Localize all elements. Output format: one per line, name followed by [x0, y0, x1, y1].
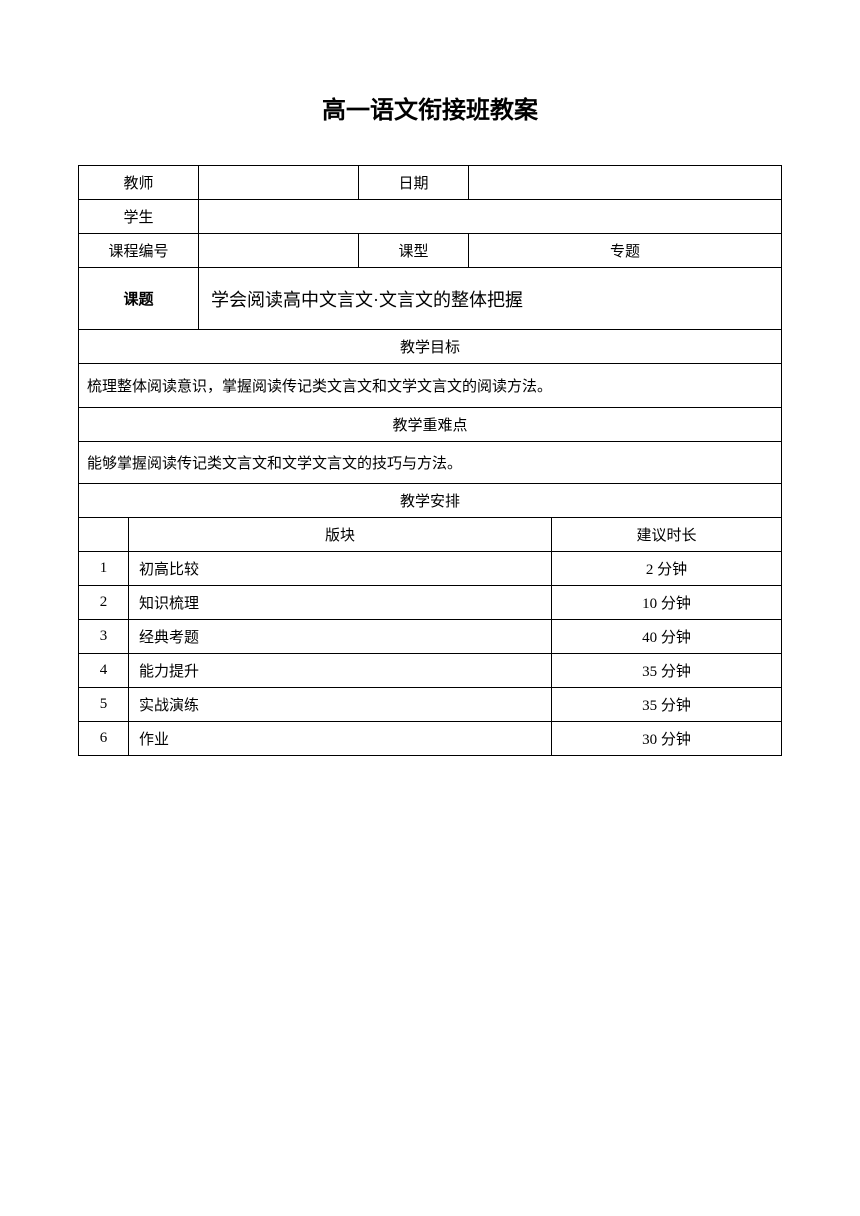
- row-difficulties-body: 能够掌握阅读传记类文言文和文学文言文的技巧与方法。: [79, 442, 782, 484]
- difficulties-label: 教学重难点: [79, 408, 782, 442]
- schedule-no: 4: [79, 654, 129, 688]
- schedule-no: 3: [79, 620, 129, 654]
- schedule-module: 经典考题: [129, 620, 552, 654]
- schedule-module: 知识梳理: [129, 586, 552, 620]
- schedule-no: 1: [79, 552, 129, 586]
- row-objective-body: 梳理整体阅读意识，掌握阅读传记类文言文和文学文言文的阅读方法。: [79, 364, 782, 408]
- schedule-duration: 10 分钟: [552, 586, 782, 620]
- objective-text: 梳理整体阅读意识，掌握阅读传记类文言文和文学文言文的阅读方法。: [79, 364, 782, 408]
- table-row: 3 经典考题 40 分钟: [79, 620, 782, 654]
- page-title: 高一语文衔接班教案: [78, 90, 782, 125]
- schedule-duration: 35 分钟: [552, 688, 782, 722]
- schedule-no: 5: [79, 688, 129, 722]
- topic-label: 课题: [79, 268, 199, 330]
- table-row: 5 实战演练 35 分钟: [79, 688, 782, 722]
- schedule-module: 能力提升: [129, 654, 552, 688]
- schedule-duration-header: 建议时长: [552, 518, 782, 552]
- course-no-label: 课程编号: [79, 234, 199, 268]
- schedule-module: 实战演练: [129, 688, 552, 722]
- table-row: 2 知识梳理 10 分钟: [79, 586, 782, 620]
- schedule-module: 初高比较: [129, 552, 552, 586]
- schedule-no: 2: [79, 586, 129, 620]
- table-row: 1 初高比较 2 分钟: [79, 552, 782, 586]
- date-label: 日期: [359, 166, 469, 200]
- course-no-value: [199, 234, 359, 268]
- teacher-label: 教师: [79, 166, 199, 200]
- class-type-value: 专题: [469, 234, 782, 268]
- schedule-duration: 40 分钟: [552, 620, 782, 654]
- row-student: 学生: [79, 200, 782, 234]
- schedule-label: 教学安排: [79, 484, 782, 518]
- row-schedule-header: 教学安排: [79, 484, 782, 518]
- schedule-duration: 2 分钟: [552, 552, 782, 586]
- schedule-num-header: [79, 518, 129, 552]
- row-difficulties-header: 教学重难点: [79, 408, 782, 442]
- schedule-module: 作业: [129, 722, 552, 756]
- table-row: 6 作业 30 分钟: [79, 722, 782, 756]
- schedule-module-header: 版块: [129, 518, 552, 552]
- student-label: 学生: [79, 200, 199, 234]
- date-value: [469, 166, 782, 200]
- class-type-label: 课型: [359, 234, 469, 268]
- difficulties-text: 能够掌握阅读传记类文言文和文学文言文的技巧与方法。: [79, 442, 782, 484]
- schedule-columns-row: 版块 建议时长: [79, 518, 782, 552]
- student-value: [199, 200, 782, 234]
- topic-value: 学会阅读高中文言文·文言文的整体把握: [199, 268, 782, 330]
- row-teacher: 教师 日期: [79, 166, 782, 200]
- row-course-no: 课程编号 课型 专题: [79, 234, 782, 268]
- row-objective-header: 教学目标: [79, 330, 782, 364]
- row-topic: 课题 学会阅读高中文言文·文言文的整体把握: [79, 268, 782, 330]
- schedule-table: 版块 建议时长 1 初高比较 2 分钟 2 知识梳理 10 分钟 3 经典考题 …: [78, 518, 782, 756]
- teacher-value: [199, 166, 359, 200]
- schedule-no: 6: [79, 722, 129, 756]
- lesson-plan-table: 教师 日期 学生 课程编号 课型 专题 课题 学会阅读高中文言文·文言文的整体把…: [78, 165, 782, 518]
- schedule-duration: 30 分钟: [552, 722, 782, 756]
- table-row: 4 能力提升 35 分钟: [79, 654, 782, 688]
- schedule-duration: 35 分钟: [552, 654, 782, 688]
- objective-label: 教学目标: [79, 330, 782, 364]
